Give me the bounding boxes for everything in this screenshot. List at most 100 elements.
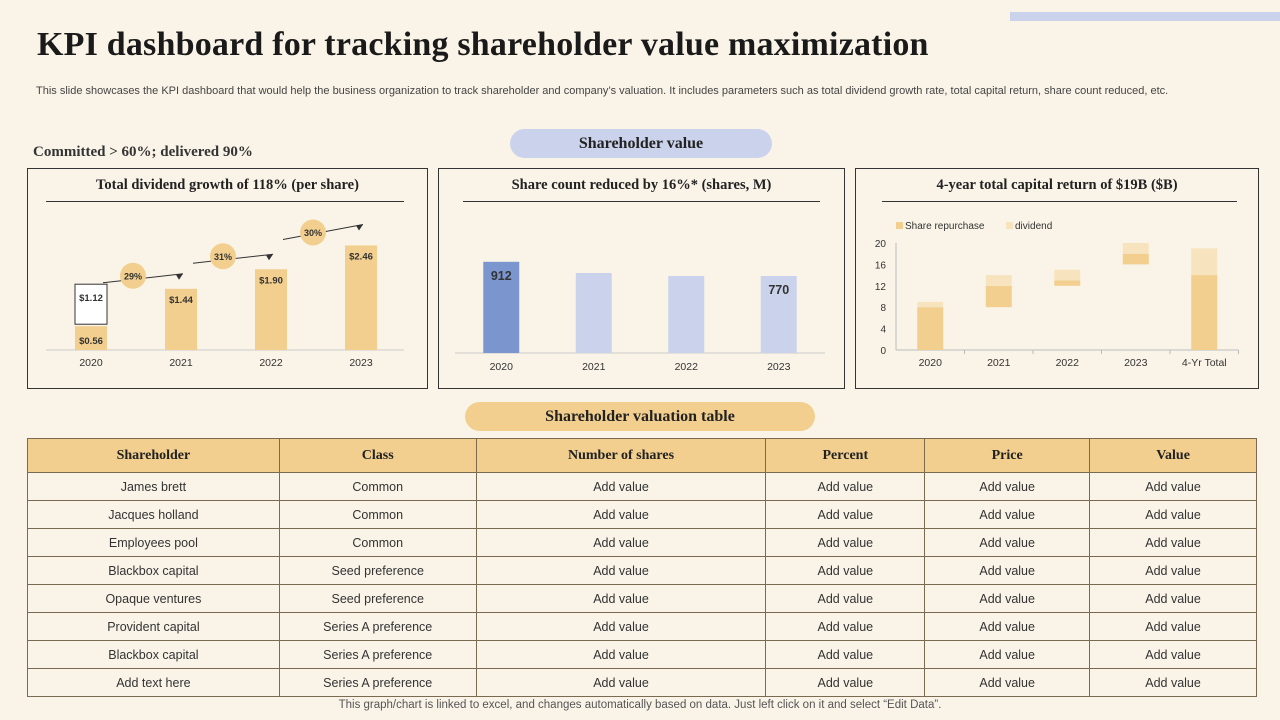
- table-cell: Add value: [1089, 612, 1257, 641]
- dividend-bar-4-Yr Total: [1191, 248, 1218, 276]
- growth-arrow-head: [356, 224, 363, 231]
- repurchase-bar-2023: [1122, 253, 1149, 265]
- page-subtitle: This slide showcases the KPI dashboard t…: [36, 85, 1169, 97]
- repurchase-bar-2022: [1054, 280, 1081, 286]
- y-tick-label: 8: [880, 303, 886, 314]
- table-cell: Series A preference: [278, 640, 477, 669]
- y-tick-label: 20: [875, 239, 887, 250]
- footer-note: This graph/chart is linked to excel, and…: [338, 699, 942, 711]
- capital-return-tick-label: 2022: [1056, 357, 1080, 369]
- table-cell: Add value: [765, 584, 926, 613]
- repurchase-bar-2020: [917, 307, 944, 350]
- dividend-tick-label: 2022: [259, 357, 283, 369]
- y-tick-label: 12: [875, 282, 887, 293]
- growth-bubble: [300, 219, 326, 246]
- dividend-value-label: $2.46: [349, 251, 373, 262]
- table-cell: Add value: [475, 556, 767, 585]
- table-cell: Seed preference: [278, 584, 477, 613]
- table-cell: James brett: [27, 472, 280, 501]
- table-row: Jacques holland Common Add value Add value A…: [27, 500, 1257, 529]
- growth-arrow-head: [266, 254, 273, 261]
- shareholder-value-label: Shareholder value: [510, 129, 772, 158]
- table-cell: Add value: [475, 472, 767, 501]
- table-cell: Series A preference: [278, 612, 477, 641]
- legend-swatch: [1006, 222, 1013, 229]
- growth-bubble: [120, 262, 146, 289]
- table-cell: Add value: [765, 668, 926, 697]
- table-cell: Add value: [1089, 472, 1257, 501]
- table-cell: Add value: [765, 640, 926, 669]
- growth-bubble: [210, 243, 236, 270]
- table-row: Add text here Series A preference Add valu…: [27, 668, 1257, 697]
- table-header-cell: Class: [278, 438, 477, 473]
- repurchase-bar-4-Yr Total: [1191, 275, 1218, 350]
- y-tick-label: 16: [875, 260, 887, 271]
- table-row: Provident capital Series A preference Add …: [27, 612, 1257, 641]
- dividend-callout-label: $1.12: [79, 293, 103, 304]
- table-cell: Series A preference: [278, 668, 477, 697]
- share-count-chart-title: Share count reduced by 16%* (shares, M): [511, 177, 772, 193]
- share-count-bar-2021: [575, 273, 612, 353]
- share-count-tick-label: 2020: [490, 361, 514, 373]
- dividend-bar-2023: [345, 245, 377, 350]
- dividend-bar-2021: [165, 288, 197, 350]
- share-count-bar-2022: [668, 276, 705, 353]
- table-cell: Add value: [924, 640, 1091, 669]
- table-cell: Add value: [1089, 500, 1257, 529]
- share-count-chart-panel[interactable]: Share count reduced by 16%* (shares, M) …: [438, 168, 845, 389]
- capital-return-chart-panel[interactable]: 4-year total capital return of $19B ($B)…: [855, 168, 1259, 389]
- table-cell: Add value: [924, 612, 1091, 641]
- table-cell: Add value: [475, 584, 767, 613]
- legend-label: dividend: [1015, 221, 1052, 232]
- table-cell: Common: [278, 528, 477, 557]
- table-cell: Add value: [765, 528, 926, 557]
- share-count-chart-svg: 912 2020 2021 2022 770 2023: [455, 261, 825, 373]
- dividend-value-label: $1.90: [259, 275, 283, 286]
- table-cell: Add value: [1089, 556, 1257, 585]
- legend-label: Share repurchase: [905, 221, 985, 232]
- committed-note: Committed > 60%; delivered 90%: [33, 144, 253, 160]
- growth-label: 31%: [214, 252, 232, 262]
- table-header-cell: Value: [1089, 438, 1257, 473]
- valuation-table-label: Shareholder valuation table: [465, 402, 815, 431]
- dividend-chart-svg: $0.56 2020 $1.44 2021 $1.90 2022 $2.46 2023 $1.1…: [46, 219, 404, 369]
- dividend-bar-2021: [985, 275, 1012, 286]
- table-cell: Add value: [1089, 528, 1257, 557]
- table-cell: Add value: [765, 556, 926, 585]
- table-row: Blackbox capital Series A preference Add v…: [27, 640, 1257, 669]
- table-cell: Seed preference: [278, 556, 477, 585]
- capital-return-tick-label: 2023: [1124, 357, 1148, 369]
- table-cell: Common: [278, 472, 477, 501]
- table-row: James brett Common Add value Add value Add v…: [27, 472, 1257, 501]
- dividend-bar-2022: [255, 269, 287, 350]
- share-count-value-label: 770: [768, 283, 789, 297]
- share-count-value-label: 912: [491, 269, 512, 283]
- table-cell: Add text here: [27, 668, 280, 697]
- table-cell: Employees pool: [27, 528, 280, 557]
- share-count-tick-label: 2021: [582, 361, 606, 373]
- table-row: Opaque ventures Seed preference Add value A…: [27, 584, 1257, 613]
- dividend-bar-2022: [1054, 269, 1081, 281]
- table-cell: Add value: [1089, 640, 1257, 669]
- capital-return-tick-label: 2020: [919, 357, 943, 369]
- table-header-cell: Price: [924, 438, 1091, 473]
- share-count-bar-2020: [483, 261, 520, 353]
- capital-return-title-rule: [882, 201, 1237, 202]
- share-count-tick-label: 2022: [675, 361, 699, 373]
- dividend-value-label: $1.44: [169, 295, 193, 306]
- dividend-tick-label: 2021: [169, 357, 193, 369]
- table-cell: Add value: [924, 500, 1091, 529]
- table-cell: Add value: [475, 500, 767, 529]
- table-cell: Add value: [1089, 584, 1257, 613]
- table-cell: Jacques holland: [27, 500, 280, 529]
- table-cell: Add value: [924, 528, 1091, 557]
- share-count-tick-label: 2023: [767, 361, 791, 373]
- legend-swatch: [896, 222, 903, 229]
- dividend-value-label: $0.56: [79, 336, 103, 347]
- share-count-bar-2023: [760, 276, 797, 353]
- table-cell: Opaque ventures: [27, 584, 280, 613]
- y-tick-label: 0: [880, 346, 886, 357]
- dividend-growth-chart-panel[interactable]: Total dividend growth of 118% (per share…: [27, 168, 428, 389]
- table-cell: Add value: [475, 528, 767, 557]
- growth-label: 29%: [124, 271, 142, 281]
